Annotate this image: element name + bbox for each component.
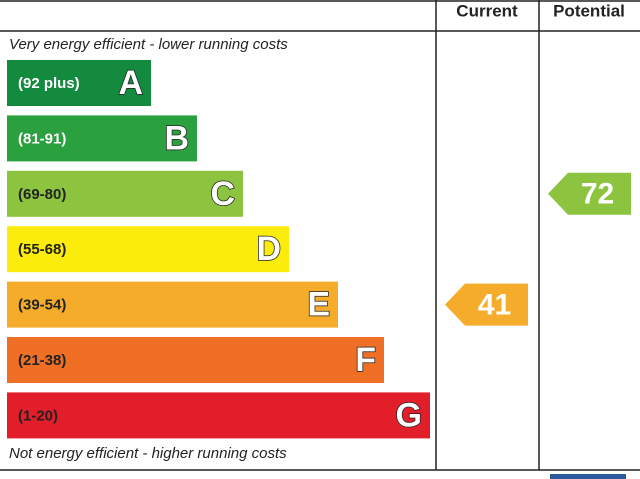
potential-arrow: [548, 172, 631, 215]
band: [7, 170, 243, 217]
band: [7, 226, 289, 273]
band: [7, 115, 197, 162]
band-range: (21-38): [18, 352, 66, 369]
potential-value: 72: [581, 178, 614, 211]
band-range: (1-20): [18, 407, 58, 424]
band-letter: B: [164, 119, 189, 157]
header-potential: Potential: [553, 1, 625, 20]
band-letter: F: [355, 341, 376, 379]
band: [7, 281, 338, 328]
band-letter: D: [256, 230, 281, 268]
band-range: (39-54): [18, 297, 66, 314]
band-letter: C: [210, 175, 235, 213]
band-letter: A: [118, 64, 143, 102]
header-current: Current: [456, 1, 518, 20]
band-letter: E: [307, 286, 330, 324]
band: [7, 392, 430, 439]
band: [7, 337, 384, 383]
current-arrow: [445, 283, 528, 326]
current-value: 41: [478, 289, 511, 322]
band-range: (69-80): [18, 186, 66, 203]
band-range: (55-68): [18, 241, 66, 258]
decoration: [550, 474, 626, 479]
band-letter: G: [396, 396, 422, 434]
top-note: Very energy efficient - lower running co…: [9, 36, 288, 53]
band-range: (81-91): [18, 130, 66, 147]
bottom-note: Not energy efficient - higher running co…: [9, 445, 287, 462]
band: [7, 60, 151, 106]
band-range: (92 plus): [18, 75, 80, 92]
